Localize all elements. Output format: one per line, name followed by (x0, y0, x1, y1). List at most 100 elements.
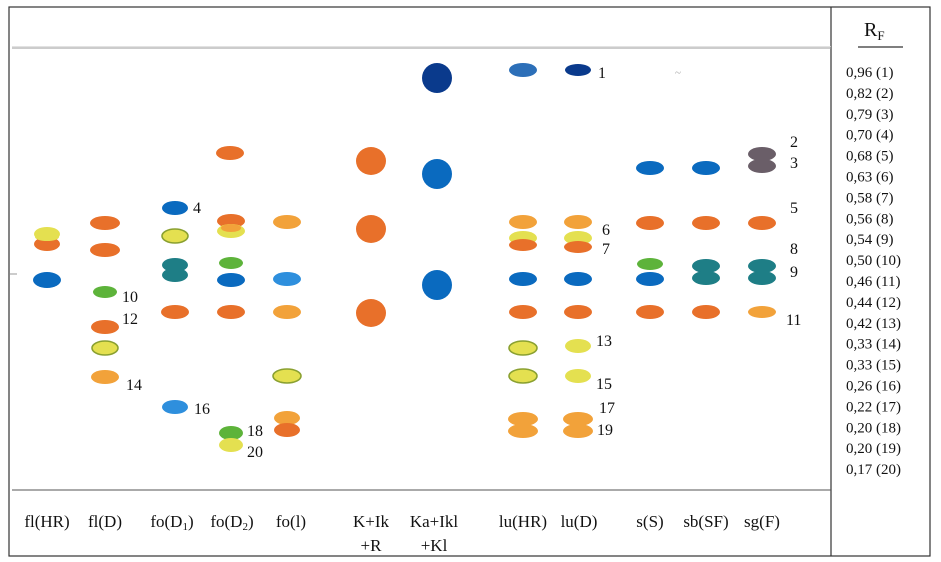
spot-3 (35, 233, 59, 241)
spot-number-17: 17 (599, 400, 615, 417)
spot-7 (93, 286, 117, 298)
spot-18 (217, 214, 245, 228)
smudge-mark: ~ (675, 67, 681, 79)
spot-number-11: 11 (786, 312, 801, 329)
spot-46 (508, 412, 538, 426)
spot-42 (509, 272, 537, 286)
lane-labels: fl(HR) fl(D) fo(D1) fo(D2) fo(l) K+Ik +R Ka+Ikl… (24, 512, 780, 555)
spot-68 (748, 147, 776, 161)
lane-label-s-s: s(S) (636, 512, 663, 531)
rf-value-6: 0,63 (6) (846, 170, 894, 186)
rf-title: R (864, 19, 878, 41)
spot-71 (748, 259, 776, 273)
rf-value-19: 0,20 (19) (846, 441, 901, 457)
spot-32 (356, 147, 386, 175)
spot-50 (564, 231, 592, 245)
lane-label-ka-ikl-kl-line2: +Kl (421, 536, 448, 555)
spot-number-6: 6 (602, 222, 610, 239)
spot-4 (33, 272, 61, 288)
rf-value-13: 0,42 (13) (846, 316, 901, 332)
rf-value-8: 0,56 (8) (846, 211, 894, 227)
spot-2 (34, 237, 60, 251)
rf-value-17: 0,22 (17) (846, 399, 901, 415)
spot-69 (748, 159, 776, 173)
rf-value-20: 0,17 (20) (846, 462, 901, 478)
spot-number-15: 15 (596, 376, 612, 393)
rf-value-7: 0,58 (7) (846, 190, 894, 206)
spot-28 (273, 305, 301, 319)
spot-41 (509, 239, 537, 251)
spot-13 (162, 258, 188, 272)
lane-label-k-ik-r-line2: +R (361, 536, 383, 555)
rf-value-1: 0,96 (1) (846, 65, 894, 81)
spot-number-8: 8 (790, 241, 798, 258)
lane-label-sb-sf: sb(SF) (683, 512, 728, 531)
spot-12 (161, 228, 189, 244)
spot-38 (509, 63, 537, 77)
spot-number-3: 3 (790, 155, 798, 172)
figure-frame (8, 6, 931, 557)
rf-value-3: 0,79 (3) (846, 107, 894, 123)
spot-55 (565, 369, 591, 383)
spot-51 (564, 241, 592, 253)
spot-72 (748, 271, 776, 285)
lane-label-fo-l: fo(l) (276, 512, 306, 531)
spot-number-13: 13 (596, 333, 612, 350)
lane-label-fl-hr: fl(HR) (24, 512, 69, 531)
spot-54 (565, 339, 591, 353)
rf-value-list: 0,96 (1) 0,82 (2) 0,79 (3) 0,70 (4) 0,68 (5)… (846, 65, 901, 478)
spot-43 (509, 305, 537, 319)
spot-57 (563, 424, 593, 438)
rf-header: RF (858, 19, 903, 48)
spot-73 (748, 306, 776, 318)
spot-26 (273, 215, 301, 229)
spot-56 (563, 412, 593, 426)
spot-65 (692, 259, 720, 273)
spot-5 (90, 216, 120, 230)
spot-15 (161, 305, 189, 319)
spot-number-2: 2 (790, 134, 798, 151)
spot-47 (508, 424, 538, 438)
spot-16 (162, 400, 188, 414)
spot-8 (91, 320, 119, 334)
spot-6 (90, 243, 120, 257)
spot-9 (91, 340, 119, 356)
spot-27 (273, 272, 301, 286)
spot-30 (274, 411, 300, 425)
spot-25 (219, 438, 243, 452)
spots (33, 63, 776, 452)
spot-14 (162, 268, 188, 282)
spot-number-18: 18 (247, 423, 263, 440)
rf-value-4: 0,70 (4) (846, 128, 894, 144)
lane-label-lu-hr: lu(HR) (499, 512, 547, 531)
spot-63 (692, 161, 720, 175)
spot-21 (219, 257, 243, 269)
spot-44 (508, 340, 538, 356)
spot-number-9: 9 (790, 264, 798, 281)
spot-62 (636, 305, 664, 319)
spot-22 (217, 273, 245, 287)
spot-number-16: 16 (194, 401, 210, 418)
spot-11 (162, 201, 188, 215)
rf-value-14: 0,33 (14) (846, 337, 901, 353)
spot-number-19: 19 (597, 422, 613, 439)
spot-number-10: 10 (122, 289, 138, 306)
spot-39 (509, 215, 537, 229)
spot-24 (219, 426, 243, 440)
spot-number-12: 12 (122, 311, 138, 328)
spot-59 (636, 216, 664, 230)
rf-value-9: 0,54 (9) (846, 232, 894, 248)
spot-34 (356, 299, 386, 327)
lane-label-fl-d: fl(D) (88, 512, 122, 531)
rf-value-15: 0,33 (15) (846, 358, 901, 374)
spot-45 (508, 368, 538, 384)
spot-20 (221, 224, 241, 232)
spot-48 (565, 64, 591, 76)
spot-36 (422, 159, 452, 189)
lane-label-k-ik-r: K+Ik (353, 512, 390, 531)
spot-number-1: 1 (598, 65, 606, 82)
spot-33 (356, 215, 386, 243)
spot-29 (272, 368, 302, 384)
